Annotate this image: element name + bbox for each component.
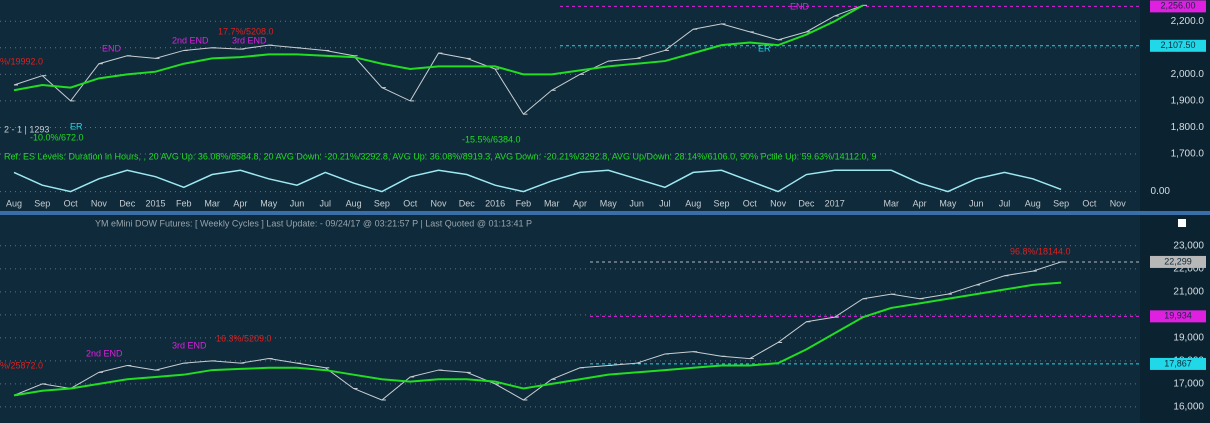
oscillator-line: [13, 169, 1062, 193]
x-tick-label: Oct: [1082, 198, 1097, 208]
x-tick-label: Aug: [1025, 198, 1041, 208]
annotation: 2nd END: [172, 35, 209, 45]
annotation: 2 - 1 | 1293: [4, 124, 49, 134]
x-tick-label: Jun: [969, 198, 984, 208]
price-line: [13, 261, 1062, 401]
price-tag: [1150, 0, 1206, 13]
price-tag: [1150, 310, 1206, 323]
x-tick-label: Aug: [685, 198, 701, 208]
x-tick-label: May: [600, 198, 618, 208]
x-tick-label: Nov: [1110, 198, 1127, 208]
x-tick-label: May: [939, 198, 957, 208]
y-tick-label: 21,000: [1173, 286, 1204, 297]
price-axis: [1140, 0, 1210, 211]
annotation: ER: [758, 43, 771, 53]
y-tick-label: 16,000: [1173, 402, 1204, 413]
y-tick-label: 23,000: [1173, 240, 1204, 251]
x-tick-label: Oct: [743, 198, 758, 208]
x-tick-label: May: [260, 198, 278, 208]
average-line: [13, 281, 1062, 397]
annotation: -15.5%/6384.0: [462, 134, 521, 144]
panel-title: YM eMini DOW Futures: [ Weekly Cycles ] …: [95, 218, 532, 228]
x-tick-label: Dec: [798, 198, 815, 208]
x-tick-label: Mar: [204, 198, 220, 208]
panel-separator: [0, 211, 1210, 215]
x-tick-label: Jul: [659, 198, 671, 208]
x-tick-label: Dec: [459, 198, 476, 208]
x-tick-label: Jun: [629, 198, 644, 208]
x-tick-label: Oct: [403, 198, 418, 208]
panel-button[interactable]: [1178, 219, 1186, 227]
x-tick-label: Sep: [34, 198, 50, 208]
annotation: 3rd END: [232, 35, 267, 45]
x-tick-label: Apr: [913, 198, 927, 208]
x-tick-label: Jun: [290, 198, 305, 208]
x-tick-label: Aug: [346, 198, 362, 208]
annotation: ER: [70, 121, 83, 131]
x-tick-label: 2015: [145, 198, 165, 208]
y-tick-label: 1,700.0: [1171, 149, 1205, 160]
price-tag-label: 17,867: [1164, 358, 1192, 368]
x-tick-label: Sep: [1053, 198, 1069, 208]
annotation: 96.8%/18144.0: [1010, 246, 1071, 256]
x-tick-label: Oct: [64, 198, 79, 208]
x-tick-label: Dec: [119, 198, 136, 208]
x-tick-label: Nov: [91, 198, 108, 208]
y-tick-label: 19,000: [1173, 332, 1204, 343]
price-tag-label: 2,256.00: [1160, 1, 1195, 11]
x-tick-label: Sep: [374, 198, 390, 208]
x-tick-label: Nov: [770, 198, 787, 208]
price-tag: [1150, 39, 1206, 52]
ref-text: Ref: ES Levels: Duration in Hours, , 20 …: [4, 151, 877, 161]
y-tick-label: 22,000: [1173, 263, 1204, 274]
x-tick-label: Apr: [573, 198, 587, 208]
price-tag-label: 2,107.50: [1160, 40, 1195, 50]
price-tag: [1150, 255, 1206, 268]
annotation: END: [102, 43, 122, 53]
x-tick-label: Apr: [233, 198, 247, 208]
price-tag: [1150, 357, 1206, 370]
annotation: -10.0%/672.0: [30, 132, 84, 142]
y-tick-label: 1,800.0: [1171, 122, 1205, 133]
annotation: 17.7%/5208.0: [218, 26, 274, 36]
price-tag-label: 22,299: [1164, 256, 1192, 266]
y-tick-label: 17,000: [1173, 379, 1204, 390]
x-tick-label: 2017: [825, 198, 845, 208]
y-tick-label: 0.00: [1151, 186, 1171, 197]
average-line: [13, 4, 864, 92]
x-tick-label: Mar: [544, 198, 560, 208]
x-tick-label: 2016: [485, 198, 505, 208]
annotation: 3rd END: [172, 340, 207, 350]
x-tick-label: Mar: [884, 198, 900, 208]
x-tick-label: Jul: [999, 198, 1011, 208]
y-tick-label: 2,000.0: [1171, 69, 1205, 80]
x-tick-label: Jul: [320, 198, 332, 208]
annotation: 2nd END: [86, 348, 123, 358]
x-tick-label: Aug: [6, 198, 22, 208]
annotation: %/25872.0: [0, 360, 43, 370]
annotation: END: [790, 1, 810, 11]
y-tick-label: 1,900.0: [1171, 96, 1205, 107]
x-tick-label: Feb: [176, 198, 192, 208]
x-tick-label: Nov: [430, 198, 447, 208]
y-tick-label: 2,200.0: [1171, 16, 1205, 27]
annotation: 16.3%/5209.0: [216, 333, 272, 343]
x-tick-label: Feb: [516, 198, 532, 208]
annotation: %/19992.0: [0, 56, 43, 66]
price-tag-label: 19,934: [1164, 311, 1192, 321]
x-tick-label: Sep: [713, 198, 729, 208]
